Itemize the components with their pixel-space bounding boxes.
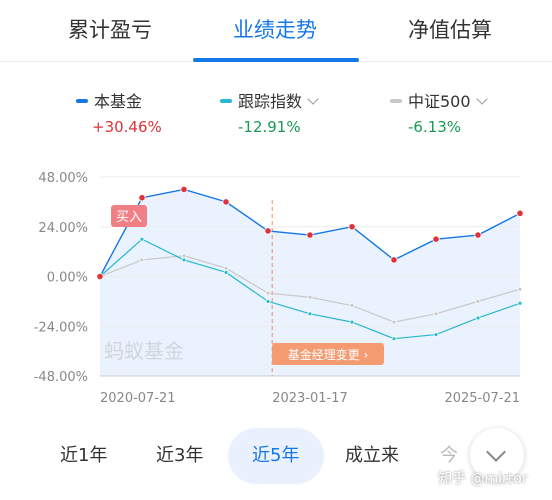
range-5y[interactable]: 近5年: [252, 445, 300, 466]
legend-item-csi500[interactable]: 中证500 -6.13%: [390, 88, 488, 138]
series-point-0: [516, 209, 524, 217]
series-point-2: [475, 298, 481, 304]
x-tick-label: 2023-01-17: [272, 391, 348, 406]
series-point-0: [264, 227, 272, 235]
series-point-1: [139, 236, 145, 242]
range-1y[interactable]: 近1年: [60, 445, 108, 466]
tab-nav-estimate[interactable]: 净值估算: [408, 18, 492, 42]
tab-performance-trend[interactable]: 业绩走势: [233, 18, 317, 42]
manager-change-label: 基金经理变更 ›: [288, 347, 369, 362]
legend-name-fund: 本基金: [94, 92, 143, 111]
legend-line-index: [220, 98, 232, 103]
legend-value-index: -12.91%: [238, 118, 301, 136]
chevron-down-icon[interactable]: [475, 93, 488, 105]
series-point-2: [433, 311, 439, 317]
legend-value-fund: +30.46%: [92, 118, 162, 136]
series-point-0: [138, 194, 146, 202]
tab-bar: 累计盈亏 业绩走势 净值估算: [0, 0, 552, 62]
buy-tag: [111, 205, 147, 227]
series-point-0: [222, 198, 230, 206]
legend-value-csi500: -6.13%: [408, 118, 462, 136]
series-point-2: [349, 303, 355, 308]
series-point-2: [223, 265, 229, 271]
series-point-0: [96, 272, 104, 281]
series-point-0: [348, 223, 356, 231]
series-point-0: [390, 256, 398, 264]
chevron-down-icon[interactable]: [307, 93, 319, 105]
x-tick-label: 2020-07-21: [100, 391, 176, 406]
series-point-2: [265, 290, 271, 296]
manager-change-tag: [272, 343, 384, 365]
series-point-0: [432, 235, 440, 243]
chart-watermark: 蚂蚁基金: [104, 339, 184, 363]
legend-line-csi500: [390, 98, 402, 103]
series-point-0: [306, 231, 314, 239]
chevron-down-icon: [486, 442, 506, 462]
buy-tag-label: 买入: [116, 210, 142, 225]
series-point-1: [517, 300, 523, 306]
series-point-1: [349, 319, 355, 325]
y-tick-label: 48.00%: [38, 171, 88, 186]
range-since-inception[interactable]: 成立来: [345, 445, 399, 466]
chart-legend: 本基金 +30.46% 跟踪指数 -12.91% 中证500 -6.13%: [0, 88, 552, 138]
range-ytd[interactable]: 今: [440, 445, 458, 466]
series-point-0: [180, 185, 188, 194]
legend-name-index: 跟踪指数: [238, 92, 303, 111]
series-point-1: [391, 336, 397, 342]
series-point-2: [139, 257, 145, 263]
legend-line-fund: [76, 98, 88, 103]
active-tab-indicator: [193, 58, 359, 62]
series-point-2: [307, 294, 313, 300]
legend-name-csi500: 中证500: [408, 92, 471, 111]
series-point-1: [475, 315, 481, 321]
active-range-pill: [228, 428, 324, 484]
performance-chart[interactable]: 48.00% 24.00% 0.00% -24.00% -48.00% 2020-07-2…: [0, 160, 552, 410]
series-point-1: [307, 311, 313, 317]
watermark: 知乎 @mirtor: [438, 471, 528, 487]
series-point-2: [517, 286, 523, 292]
y-tick-label: -48.00%: [34, 370, 88, 385]
x-tick-label: 2025-07-21: [444, 391, 520, 406]
series-point-2: [181, 253, 187, 259]
y-tick-label: 24.00%: [38, 221, 88, 236]
expand-ranges-button[interactable]: [470, 428, 524, 482]
legend-item-index[interactable]: 跟踪指数 -12.91%: [220, 88, 319, 138]
series-point-1: [181, 257, 187, 263]
series-point-0: [474, 231, 482, 239]
series-point-1: [223, 269, 229, 275]
chart-svg: 48.00% 24.00% 0.00% -24.00% -48.00% 2020-07-2…: [34, 171, 524, 406]
series-point-1: [265, 298, 271, 304]
fund-area-fill: [100, 189, 520, 376]
range-3y[interactable]: 近3年: [156, 445, 204, 466]
y-tick-label: -24.00%: [34, 320, 88, 335]
tab-cumulative-pnl[interactable]: 累计盈亏: [68, 18, 152, 42]
y-tick-label: 0.00%: [47, 271, 88, 286]
series-point-1: [433, 332, 439, 337]
series-point-2: [391, 319, 397, 325]
time-range-selector: 近1年 近3年 近5年 成立来 今: [0, 428, 552, 484]
legend-item-fund[interactable]: 本基金 +30.46%: [76, 88, 162, 138]
